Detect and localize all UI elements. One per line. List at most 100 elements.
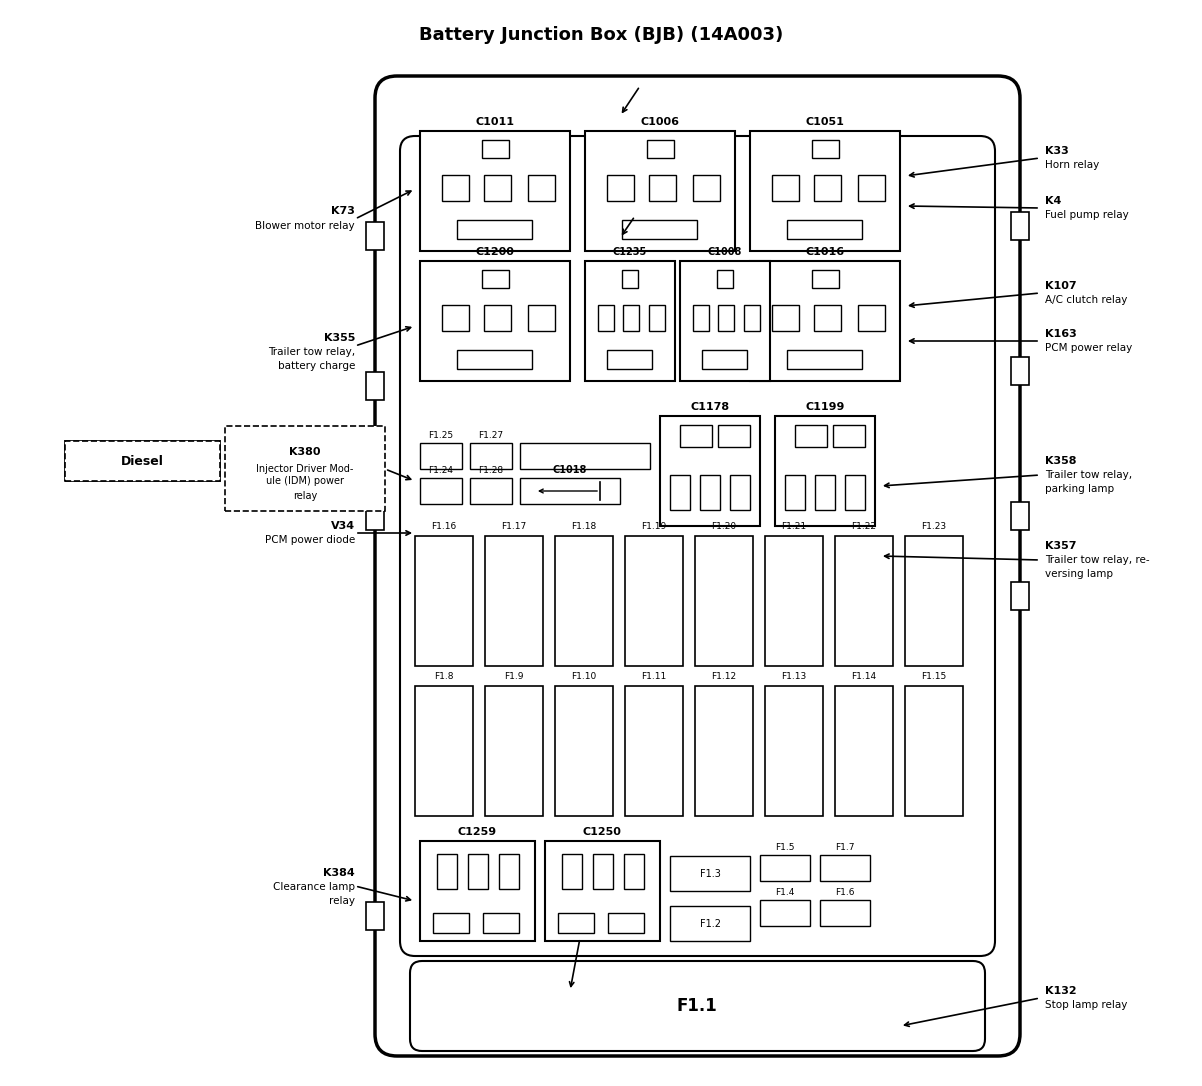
Bar	[483, 913, 519, 933]
Text: F1.13: F1.13	[781, 672, 807, 681]
Bar	[814, 175, 841, 201]
Text: K357: K357	[1045, 541, 1077, 551]
Text: PCM power relay: PCM power relay	[1045, 343, 1132, 353]
Bar	[795, 425, 827, 447]
Bar	[555, 536, 613, 666]
Text: F1.4: F1.4	[775, 888, 795, 897]
Bar	[730, 475, 750, 510]
Text: C1051: C1051	[805, 117, 845, 127]
Bar	[621, 220, 697, 239]
Text: Trailer tow relay,: Trailer tow relay,	[268, 348, 355, 357]
Bar	[718, 305, 734, 331]
Bar	[365, 502, 383, 530]
Bar	[585, 261, 676, 381]
Text: Stop lamp relay: Stop lamp relay	[1045, 1000, 1127, 1010]
Bar	[680, 425, 712, 447]
Text: F1.3: F1.3	[700, 869, 720, 879]
Bar	[545, 841, 660, 940]
Text: F1.24: F1.24	[428, 466, 453, 475]
Bar	[702, 350, 746, 369]
Text: C1011: C1011	[476, 117, 514, 127]
Text: versing lamp: versing lamp	[1045, 569, 1113, 579]
Text: parking lamp: parking lamp	[1045, 484, 1114, 494]
Text: F1.8: F1.8	[434, 672, 453, 681]
Text: F1.27: F1.27	[478, 431, 504, 440]
Bar	[365, 222, 383, 250]
Text: K107: K107	[1045, 281, 1077, 291]
Bar	[694, 175, 720, 201]
Bar	[563, 854, 582, 889]
Bar	[419, 443, 462, 469]
Bar	[65, 441, 220, 481]
Bar	[520, 443, 650, 469]
Text: F1.16: F1.16	[432, 522, 457, 531]
Text: K384: K384	[323, 868, 355, 877]
Text: ule (IDM) power: ule (IDM) power	[266, 477, 344, 487]
Text: K380: K380	[290, 446, 321, 456]
Bar	[750, 131, 900, 251]
Bar	[607, 175, 633, 201]
Bar	[760, 855, 810, 881]
Bar	[484, 175, 511, 201]
Text: F1.18: F1.18	[571, 522, 596, 531]
Text: F1.9: F1.9	[505, 672, 524, 681]
Bar	[905, 536, 963, 666]
Bar	[528, 305, 555, 331]
Text: Trailer tow relay,: Trailer tow relay,	[1045, 470, 1132, 480]
Text: F1.11: F1.11	[642, 672, 667, 681]
Text: C1199: C1199	[805, 402, 845, 412]
Bar	[470, 443, 512, 469]
Text: F1.28: F1.28	[478, 466, 504, 475]
Text: F1.1: F1.1	[677, 997, 718, 1015]
Bar	[528, 175, 555, 201]
Text: K358: K358	[1045, 456, 1077, 466]
Text: K33: K33	[1045, 146, 1069, 156]
Text: F1.14: F1.14	[851, 672, 876, 681]
Text: relay: relay	[293, 491, 317, 501]
Bar	[649, 175, 676, 201]
Bar	[599, 305, 614, 331]
Bar	[700, 475, 720, 510]
Text: Blower motor relay: Blower motor relay	[255, 220, 355, 231]
Bar	[585, 131, 734, 251]
Text: relay: relay	[329, 896, 355, 906]
Text: F1.20: F1.20	[712, 522, 737, 531]
Bar	[607, 350, 651, 369]
Text: K73: K73	[331, 206, 355, 216]
Text: K355: K355	[323, 333, 355, 343]
Bar	[419, 478, 462, 504]
Bar	[670, 906, 750, 940]
Bar	[484, 305, 511, 331]
Bar	[499, 854, 519, 889]
Text: F1.15: F1.15	[922, 672, 947, 681]
Bar	[1011, 212, 1029, 240]
Bar	[718, 270, 733, 288]
Text: Trailer tow relay, re-: Trailer tow relay, re-	[1045, 555, 1149, 565]
Bar	[835, 686, 893, 816]
Text: A/C clutch relay: A/C clutch relay	[1045, 295, 1127, 305]
Text: F1.7: F1.7	[835, 843, 855, 853]
Bar	[365, 902, 383, 930]
Text: C1018: C1018	[553, 465, 588, 475]
Bar	[468, 854, 488, 889]
Bar	[835, 536, 893, 666]
Text: Clearance lamp: Clearance lamp	[273, 882, 355, 892]
Bar	[750, 261, 900, 381]
Bar	[470, 478, 512, 504]
Text: Injector Driver Mod-: Injector Driver Mod-	[256, 464, 353, 473]
Text: F1.21: F1.21	[781, 522, 807, 531]
Bar	[419, 131, 570, 251]
Bar	[905, 686, 963, 816]
Text: C1235: C1235	[613, 247, 647, 257]
Text: C1200: C1200	[476, 247, 514, 257]
Bar	[820, 855, 870, 881]
Bar	[442, 175, 469, 201]
Text: C1250: C1250	[583, 828, 621, 837]
FancyBboxPatch shape	[375, 76, 1020, 1056]
Bar	[858, 305, 885, 331]
Bar	[415, 686, 474, 816]
Bar	[647, 140, 674, 157]
Bar	[558, 913, 594, 933]
Bar	[623, 305, 639, 331]
Bar	[65, 441, 220, 481]
